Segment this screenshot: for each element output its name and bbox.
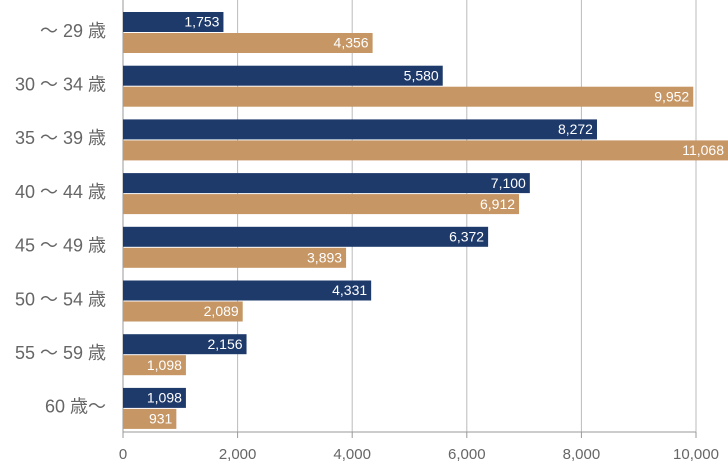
x-tick-label: 6,000 — [448, 446, 486, 463]
x-tick-label: 8,000 — [563, 446, 601, 463]
y-tick-label: 40 〜 44 歳 — [15, 182, 106, 202]
bar-value-label: 4,331 — [332, 282, 367, 298]
bar — [123, 194, 520, 215]
x-tick-label: 4,000 — [333, 446, 371, 463]
bar — [123, 226, 489, 247]
bar — [123, 119, 597, 140]
bar-value-label: 1,753 — [184, 14, 219, 30]
y-tick-label: 〜 29 歳 — [40, 21, 106, 41]
bar-value-label: 4,356 — [334, 35, 369, 51]
bar — [123, 33, 373, 53]
bar-value-label: 8,272 — [558, 121, 593, 137]
bar — [123, 301, 243, 322]
y-tick-label: 35 〜 39 歳 — [15, 128, 106, 148]
bar-value-label: 9,952 — [654, 88, 689, 104]
y-tick-label: 30 〜 34 歳 — [15, 74, 106, 94]
bar — [123, 12, 224, 32]
bar-value-label: 931 — [149, 411, 173, 427]
bar-value-label: 1,098 — [147, 357, 182, 373]
bar — [123, 140, 728, 161]
y-tick-label: 55 〜 59 歳 — [15, 343, 106, 363]
bar-value-label: 6,372 — [449, 229, 484, 245]
bar — [123, 334, 247, 355]
bar — [123, 86, 694, 107]
bar-value-label: 6,912 — [480, 196, 515, 212]
y-tick-label: 45 〜 49 歳 — [15, 236, 106, 256]
y-tick-label: 50 〜 54 歳 — [15, 289, 106, 309]
y-tick-label: 60 歳〜 — [45, 397, 106, 417]
bar — [123, 355, 186, 376]
bar — [123, 65, 443, 86]
bar-value-label: 11,068 — [682, 142, 724, 158]
x-tick-label: 10,000 — [673, 446, 719, 463]
bar-value-label: 2,089 — [204, 303, 239, 319]
bar — [123, 280, 372, 301]
bar-value-label: 5,580 — [404, 67, 439, 83]
bar-value-label: 2,156 — [207, 336, 242, 352]
bar — [123, 408, 177, 429]
x-tick-label: 2,000 — [219, 446, 257, 463]
bar-value-label: 7,100 — [491, 175, 526, 191]
bar — [123, 247, 347, 268]
bar-value-label: 3,893 — [307, 250, 342, 266]
bar — [123, 387, 186, 408]
bar — [123, 173, 530, 194]
bar-value-label: 1,098 — [147, 390, 182, 406]
x-tick-label: 0 — [119, 446, 127, 463]
